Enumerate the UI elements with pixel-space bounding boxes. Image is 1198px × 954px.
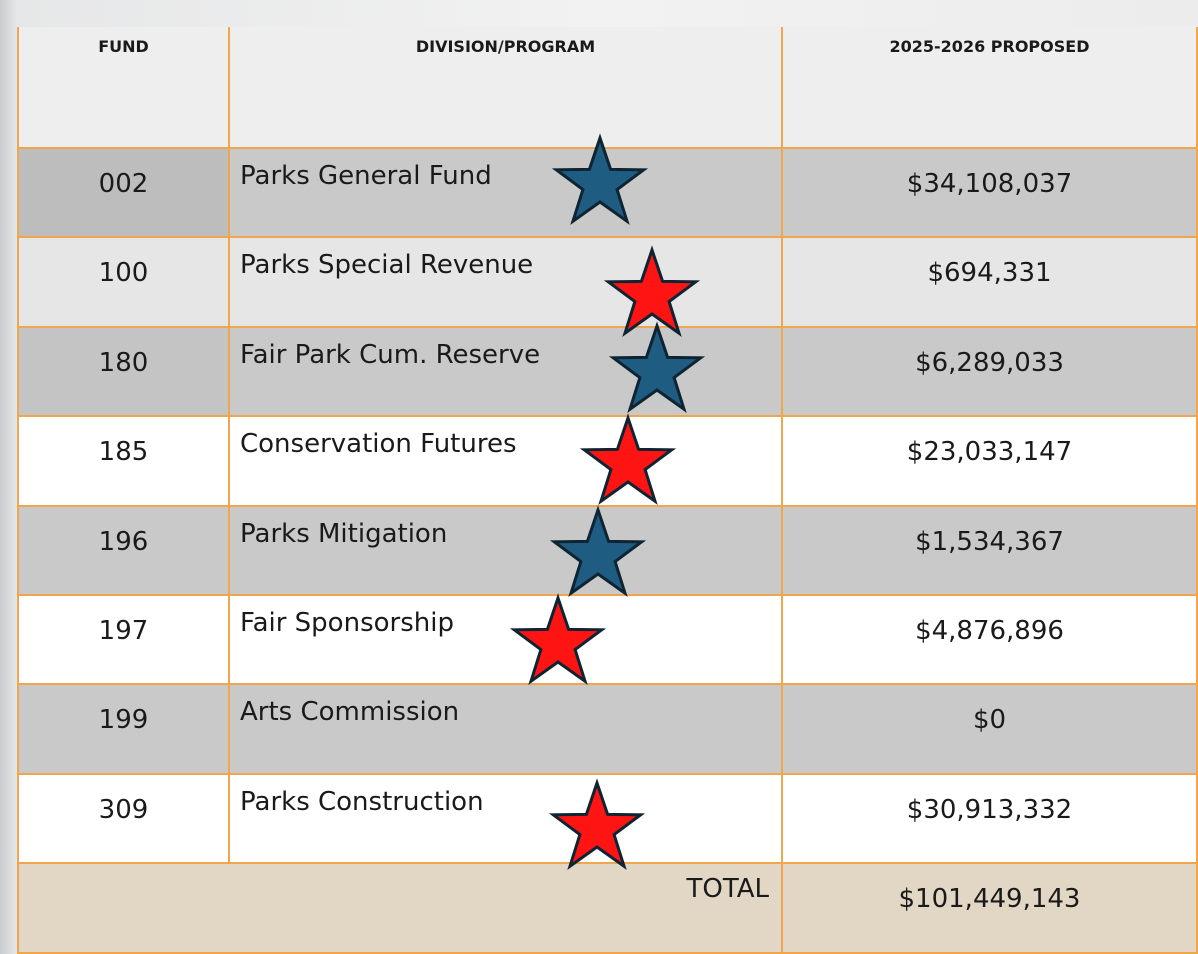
program-text: Arts Commission — [240, 697, 460, 728]
program-text: Fair Sponsorship — [240, 608, 454, 638]
amount-text: $4,876,896 — [915, 616, 1064, 646]
header-cell: DIVISION/PROGRAM — [230, 27, 783, 149]
amount-text: $1,534,367 — [915, 526, 1064, 557]
star-icon — [551, 133, 649, 226]
table-cell: $1,534,367 — [783, 506, 1198, 596]
star-icon — [509, 593, 607, 686]
fund-text: 199 — [98, 705, 149, 736]
table-cell: Parks Construction — [230, 774, 783, 865]
table-cell: $0 — [783, 685, 1198, 775]
table-cell: 199 — [17, 685, 230, 775]
fund-text: 002 — [98, 169, 149, 199]
star-icon — [548, 778, 646, 871]
table-cell: $6,289,033 — [783, 327, 1198, 418]
header-text: FUND — [98, 37, 149, 56]
fund-text: 100 — [98, 258, 149, 289]
total-value: $101,449,143 — [898, 884, 1081, 915]
table-cell: Fair Park Cum. Reserve — [230, 327, 783, 418]
table-cell: $34,108,037 — [783, 149, 1198, 239]
program-text: Parks Construction — [240, 786, 484, 817]
amount-text: $23,033,147 — [906, 437, 1073, 468]
table-cell: $30,913,332 — [783, 774, 1198, 865]
table-cell: Parks General Fund — [230, 149, 783, 239]
table-cell: 100 — [17, 238, 230, 328]
header-cell: 2025-2026 PROPOSED — [783, 27, 1198, 149]
table-cell: Conservation Futures — [230, 417, 783, 507]
header-text: DIVISION/PROGRAM — [415, 37, 596, 56]
table-cell: 309 — [17, 774, 230, 865]
amount-text: $0 — [972, 705, 1007, 736]
amount-text: $694,331 — [927, 258, 1052, 289]
amount-text: $6,289,033 — [915, 347, 1064, 378]
table-cell: 180 — [17, 327, 230, 418]
table-cell: 196 — [17, 506, 230, 596]
star-icon — [608, 321, 706, 414]
table-cell: 002 — [17, 149, 230, 239]
total-value-cell: $101,449,143 — [783, 864, 1198, 954]
header-cell: FUND — [17, 27, 230, 149]
header-text: 2025-2026 PROPOSED — [889, 37, 1090, 56]
table-cell: 185 — [17, 417, 230, 507]
fund-text: 185 — [98, 437, 149, 468]
amount-text: $34,108,037 — [906, 169, 1073, 199]
table-cell: $4,876,896 — [783, 596, 1198, 686]
fund-text: 180 — [98, 347, 149, 378]
star-icon — [579, 413, 677, 506]
total-label: TOTAL — [686, 874, 769, 905]
table-cell: $23,033,147 — [783, 417, 1198, 507]
table-cell: Arts Commission — [230, 685, 783, 775]
program-text: Parks Special Revenue — [240, 250, 534, 281]
program-text: Fair Park Cum. Reserve — [240, 339, 541, 370]
program-text: Conservation Futures — [240, 429, 517, 460]
star-icon — [549, 505, 647, 598]
star-icon — [603, 245, 701, 338]
fund-text: 197 — [98, 616, 149, 646]
program-text: Parks General Fund — [240, 161, 492, 191]
table-cell: Parks Mitigation — [230, 506, 783, 596]
fund-text: 309 — [98, 794, 149, 825]
table-cell: 197 — [17, 596, 230, 686]
program-text: Parks Mitigation — [240, 518, 448, 549]
fund-text: 196 — [98, 526, 149, 557]
total-label-cell: TOTAL — [17, 864, 783, 954]
table-cell: $694,331 — [783, 238, 1198, 328]
table-cell: Fair Sponsorship — [230, 596, 783, 686]
amount-text: $30,913,332 — [906, 794, 1073, 825]
